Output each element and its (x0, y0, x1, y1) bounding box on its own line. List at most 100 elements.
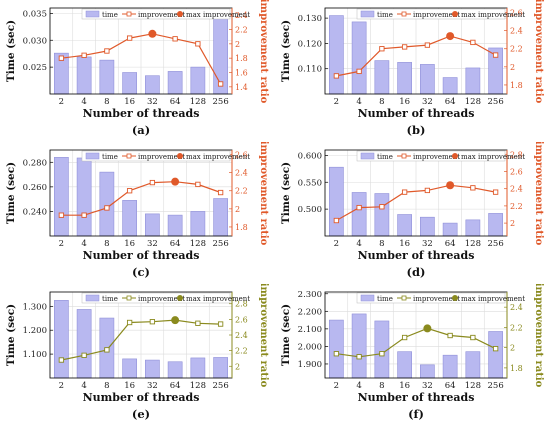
y-tick-label: 0.130 (298, 14, 322, 24)
chart-svg: 1.100 1.200 1.300 2 2.2 2.4 2.6 2.8 2 4 8 16 32 64 128… (5, 284, 269, 421)
max-improvement-marker (171, 177, 180, 186)
improvement-line (336, 327, 496, 358)
improvement-marker (447, 332, 453, 339)
time-bar (442, 77, 458, 95)
panel-label: (a) (132, 123, 150, 137)
time-bar (351, 313, 367, 379)
legend-improvement-marker (401, 153, 407, 159)
time-bar (374, 60, 390, 95)
x-tick-label: 8 (104, 381, 109, 391)
x-tick-label: 256 (213, 239, 229, 249)
time-bar (167, 214, 183, 237)
legend-box (81, 292, 231, 304)
y-tick-label: 0.240 (23, 207, 47, 217)
improvement-marker (195, 320, 201, 326)
time-bar (54, 157, 69, 237)
time-bar (76, 157, 92, 237)
improvement-marker (81, 212, 87, 218)
chart-panel-b: 0.110 0.120 0.130 1.8 2 2.2 2.4 2.6 2 4 8 16 32 64 128… (275, 0, 550, 142)
x-tick-label: 128 (465, 381, 481, 391)
time-bar (465, 351, 481, 379)
time-bar (420, 364, 435, 379)
y-tick-label: 1.300 (23, 302, 47, 312)
y-axis-left: 0.500 0.550 0.600 (298, 151, 328, 215)
improvement-marker (104, 48, 110, 54)
x-tick-label: 128 (465, 239, 481, 249)
legend-time-label: time (377, 295, 393, 303)
improvement-marker (356, 354, 362, 360)
y-right-tick-label: 2 (510, 344, 515, 353)
x-tick-label: 4 (356, 97, 361, 107)
legend-improvement-label: improvement (413, 11, 460, 19)
legend-improvement-marker (126, 295, 132, 301)
improvement-marker (492, 52, 499, 58)
chart-svg: 0.025 0.030 0.035 1.4 1.6 1.8 2 2.2 2.4 2 4 8 16 32 64… (5, 0, 269, 137)
x-tick-label: 64 (170, 97, 181, 107)
y-tick-label: 0.260 (23, 183, 47, 193)
legend-time-swatch (360, 152, 375, 160)
time-bar (329, 319, 344, 379)
legend-box (81, 150, 231, 162)
time-bars (54, 157, 228, 237)
chart-panel-f: 1.900 2.000 2.100 2.200 2.300 1.8 2 2.2 2.4 2 4 8 16… (275, 284, 550, 426)
x-tick-label: 32 (422, 239, 433, 249)
improvement-marker (149, 179, 156, 186)
y-axis-left: 0.240 0.260 0.280 (23, 158, 53, 217)
improvement-marker (58, 357, 65, 363)
y-right-tick-label: 1.6 (235, 69, 248, 78)
improvement-marker (470, 39, 476, 46)
y-right-tick-label: 2.4 (510, 27, 523, 36)
legend-improvement-label: improvement (413, 153, 460, 161)
legend-max-marker (177, 11, 183, 17)
chart-svg: 1.900 2.000 2.100 2.200 2.300 1.8 2 2.2 2.4 2 4 8 16… (280, 284, 544, 421)
x-tick-label: 4 (356, 381, 361, 391)
time-bar (420, 64, 435, 95)
y-right-tick-label: 2.2 (235, 347, 248, 356)
y-right-axis-title: improvement ratio (258, 284, 269, 388)
y-right-tick-label: 1.8 (235, 223, 248, 232)
improvement-marker (492, 346, 499, 352)
y-right-tick-label: 2.4 (235, 169, 248, 178)
time-bar (397, 351, 412, 379)
panel-label: (d) (407, 265, 426, 279)
y-right-tick-label: 1.4 (235, 83, 248, 92)
x-tick-label: 32 (422, 97, 433, 107)
y-axis-right: 2 2.2 2.4 2.6 2.8 (504, 150, 523, 228)
improvement-marker (195, 41, 201, 47)
improvement-marker (104, 347, 110, 353)
x-axis-title: Number of threads (83, 249, 200, 262)
x-tick-label: 256 (213, 97, 229, 107)
x-tick-label: 64 (445, 97, 456, 107)
x-tick-label: 16 (124, 381, 135, 391)
y-right-tick-label: 2.2 (235, 187, 248, 196)
x-tick-label: 2 (59, 239, 64, 249)
x-axis-title: Number of threads (358, 391, 475, 404)
x-axis: 2 4 8 16 32 64 128 256 (334, 381, 504, 391)
x-tick-label: 8 (379, 239, 384, 249)
time-bar (122, 72, 137, 95)
legend-time-swatch (360, 10, 375, 18)
y-tick-label: 0.550 (298, 178, 322, 188)
x-tick-label: 2 (59, 97, 64, 107)
y-right-tick-label: 2 (235, 40, 240, 49)
x-tick-label: 32 (147, 97, 158, 107)
x-axis-title: Number of threads (83, 391, 200, 404)
x-tick-label: 4 (81, 239, 86, 249)
legend: time improvement max improvement (356, 292, 525, 304)
y-axis-left: 0.110 0.120 0.130 (298, 14, 328, 75)
improvement-marker (126, 35, 133, 41)
improvement-marker (104, 205, 110, 211)
y-right-tick-label: 2 (510, 63, 515, 72)
legend-time-label: time (102, 11, 118, 19)
y-right-tick-label: 2.8 (510, 150, 523, 159)
y-right-tick-label: 2.6 (510, 168, 523, 177)
legend: time improvement max improvement (81, 8, 250, 20)
y-right-tick-label: 2.8 (235, 300, 248, 309)
legend-box (356, 292, 506, 304)
x-tick-label: 256 (488, 239, 504, 249)
x-tick-label: 2 (334, 97, 339, 107)
y-tick-label: 0.035 (23, 9, 47, 19)
legend-time-swatch (85, 152, 100, 160)
time-bar (76, 56, 92, 95)
improvement-marker (126, 319, 133, 326)
